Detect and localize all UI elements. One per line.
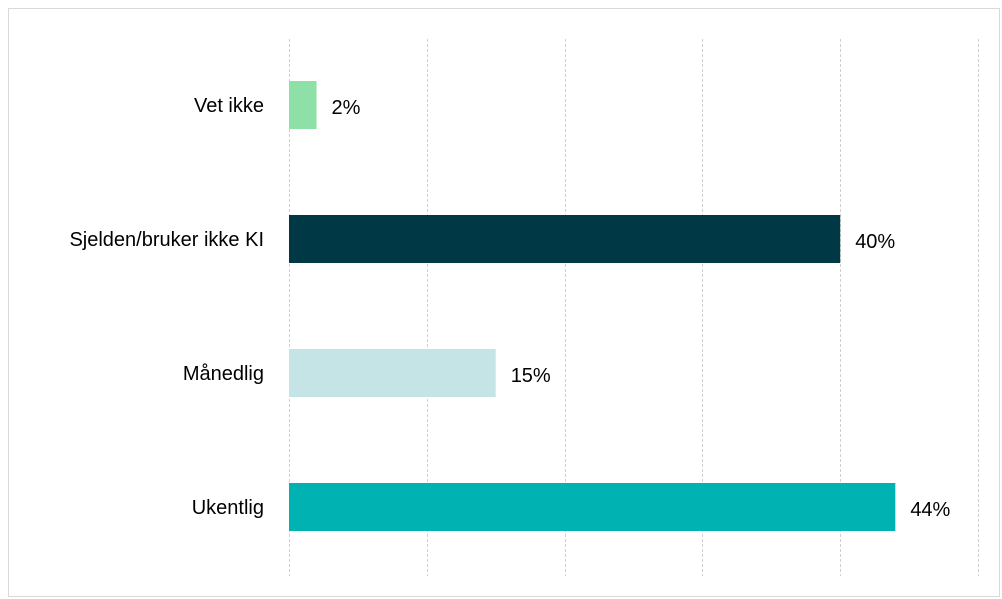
category-label-0: Vet ikke [194, 95, 264, 117]
bar-chart: Vet ikke 2% Sjelden/bruker ikke KI 40% Måned… [69, 39, 979, 576]
bar-3 [289, 483, 896, 531]
bar-0 [289, 81, 317, 129]
value-label-1: 40% [855, 231, 895, 253]
chart-frame: Vet ikke 2% Sjelden/bruker ikke KI 40% Måned… [8, 8, 1000, 597]
category-label-3: Ukentlig [192, 497, 264, 519]
bar-1 [289, 215, 841, 263]
category-label-2: Månedlig [183, 363, 264, 385]
value-label-2: 15% [511, 365, 551, 387]
bar-2 [289, 349, 496, 397]
category-label-1: Sjelden/bruker ikke KI [69, 229, 264, 251]
labels: Vet ikke 2% Sjelden/bruker ikke KI 40% Måned… [69, 95, 950, 521]
value-label-0: 2% [332, 97, 361, 119]
value-label-3: 44% [910, 499, 950, 521]
bars [289, 81, 896, 531]
